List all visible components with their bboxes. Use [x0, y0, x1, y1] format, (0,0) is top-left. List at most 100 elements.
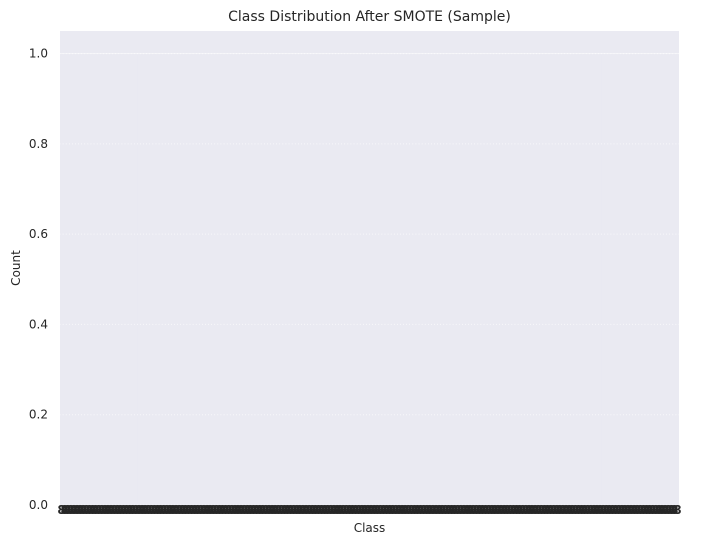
y-tick-label: 0.4	[29, 317, 48, 331]
x-tick-label: 8	[200, 503, 208, 517]
x-tick-label: 8	[658, 503, 666, 517]
x-tick-label: 8	[274, 503, 282, 517]
x-tick-label: 8	[574, 503, 582, 517]
bar	[81, 53, 85, 505]
bar	[177, 53, 181, 505]
bar	[184, 53, 187, 505]
x-tick-label: 8	[441, 503, 449, 517]
bar	[648, 53, 651, 505]
bar	[437, 53, 441, 505]
bar	[521, 53, 524, 505]
x-tick-label: 8	[181, 503, 189, 517]
bar	[208, 53, 212, 505]
bar	[181, 53, 184, 505]
x-tick-label: 8	[419, 503, 427, 517]
x-tick-label: 8	[429, 503, 437, 517]
x-tick-label: 8	[531, 503, 539, 517]
x-tick-label: 8	[215, 503, 223, 517]
x-tick-label: 8	[107, 503, 115, 517]
bar	[338, 53, 342, 505]
bar	[515, 53, 518, 505]
bar	[416, 53, 419, 505]
x-tick-label: 8	[633, 503, 641, 517]
bar	[586, 53, 589, 505]
bar	[109, 53, 113, 505]
x-tick-label: 8	[57, 503, 65, 517]
x-tick-label: 8	[599, 503, 607, 517]
x-tick-label: 8	[568, 503, 576, 517]
bar	[252, 53, 255, 505]
x-tick-label: 8	[423, 503, 431, 517]
bar	[605, 53, 608, 505]
x-tick-label: 8	[392, 503, 400, 517]
x-tick-label: 8	[147, 503, 155, 517]
x-tick-label: 8	[667, 503, 675, 517]
x-tick-label: 8	[639, 503, 647, 517]
bar	[406, 53, 410, 505]
x-tick-label: 8	[596, 503, 604, 517]
x-tick-label: 8	[91, 503, 99, 517]
bar	[536, 53, 540, 505]
bar	[663, 53, 667, 505]
x-tick-label: 8	[602, 503, 610, 517]
bar	[283, 53, 286, 505]
bar	[499, 53, 503, 505]
x-tick-label: 8	[345, 503, 353, 517]
bar	[276, 53, 280, 505]
x-tick-label: 8	[559, 503, 567, 517]
bar	[481, 53, 484, 505]
x-tick-label: 8	[478, 503, 486, 517]
x-tick-label: 8	[553, 503, 561, 517]
bar	[348, 53, 351, 505]
x-tick-label: 8	[280, 503, 288, 517]
bar	[357, 53, 360, 505]
x-tick-label: 8	[354, 503, 362, 517]
bar	[97, 53, 100, 505]
bar	[598, 53, 602, 505]
bar	[168, 53, 172, 505]
x-tick-label: 8	[562, 503, 570, 517]
bar	[419, 53, 422, 505]
x-tick-label: 8	[404, 503, 412, 517]
bar	[434, 53, 438, 505]
x-tick-label: 8	[673, 503, 681, 517]
x-tick-label: 8	[549, 503, 557, 517]
x-tick-label: 8	[491, 503, 499, 517]
bar	[471, 53, 475, 505]
bar	[258, 53, 261, 505]
bar	[549, 53, 552, 505]
x-tick-label: 8	[525, 503, 533, 517]
x-tick-label: 8	[299, 503, 307, 517]
y-tick-label: 0.6	[29, 227, 48, 241]
x-tick-label: 8	[296, 503, 304, 517]
x-tick-label: 8	[605, 503, 613, 517]
bar	[236, 53, 240, 505]
bar	[558, 53, 562, 505]
x-tick-label: 8	[503, 503, 511, 517]
bar	[233, 53, 237, 505]
bar	[530, 53, 534, 505]
x-tick-label: 8	[265, 503, 273, 517]
x-tick-label: 8	[472, 503, 480, 517]
bar	[589, 53, 593, 505]
x-tick-label: 8	[447, 503, 455, 517]
x-tick-label: 8	[76, 503, 84, 517]
x-tick-label: 8	[385, 503, 393, 517]
bar	[375, 53, 379, 505]
bar	[413, 53, 416, 505]
bar	[583, 53, 586, 505]
bar	[642, 53, 645, 505]
x-tick-label: 8	[373, 503, 381, 517]
x-tick-label: 8	[450, 503, 458, 517]
x-tick-label: 8	[556, 503, 564, 517]
bar	[131, 53, 134, 505]
x-tick-label: 8	[293, 503, 301, 517]
bar	[493, 53, 497, 505]
bar	[146, 53, 150, 505]
bar	[623, 53, 627, 505]
bar	[431, 53, 435, 505]
bar	[75, 53, 79, 505]
bar	[128, 53, 131, 505]
x-tick-label: 8	[305, 503, 313, 517]
x-tick-label: 8	[500, 503, 508, 517]
